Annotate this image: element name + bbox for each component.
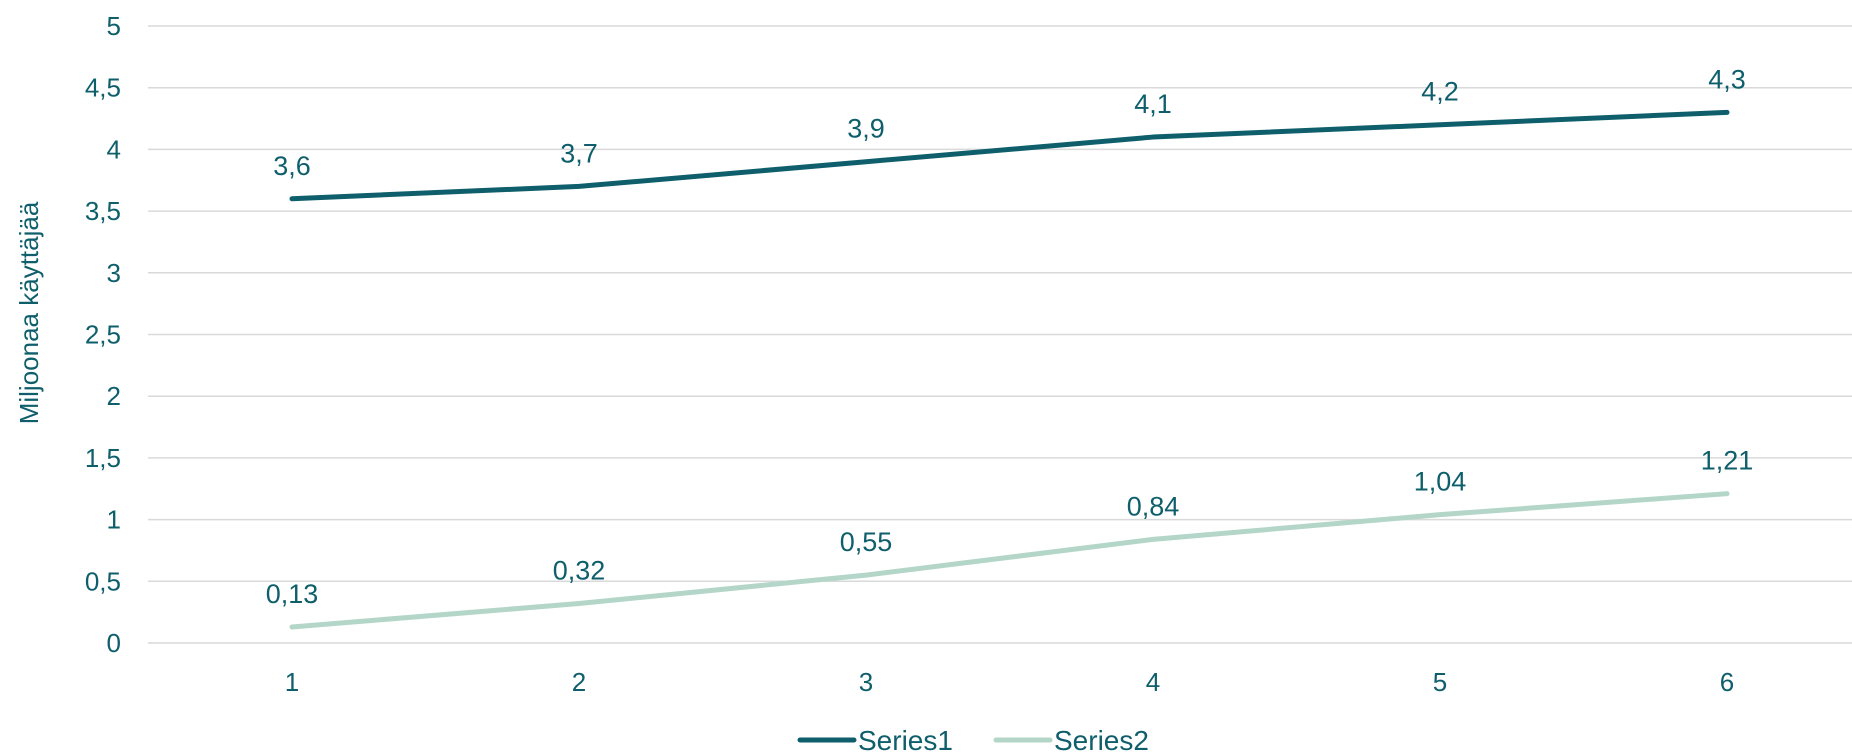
x-axis-tick-labels: 1 2 3 4 5 6 [285, 667, 1734, 697]
data-label: 0,84 [1127, 491, 1180, 521]
y-tick-label: 3 [107, 258, 121, 288]
y-tick-label: 3,5 [85, 196, 121, 226]
data-labels: 3,6 3,7 3,9 4,1 4,2 4,3 0,13 0,32 0,55 0,84 1,04 1,… [266, 64, 1754, 609]
data-label: 4,3 [1708, 64, 1746, 94]
series-lines [289, 109, 1730, 630]
legend-entry-2: Series2 [1054, 725, 1149, 754]
legend-entry-1: Series1 [858, 725, 953, 754]
y-tick-label: 2 [107, 381, 121, 411]
data-label: 3,6 [273, 151, 311, 181]
x-tick-label: 5 [1433, 667, 1447, 697]
data-label: 1,21 [1701, 446, 1754, 476]
y-tick-label: 1 [107, 505, 121, 535]
data-label: 1,04 [1414, 467, 1467, 497]
x-tick-label: 1 [285, 667, 299, 697]
y-tick-label: 4,5 [85, 73, 121, 103]
data-label: 3,9 [847, 114, 885, 144]
y-tick-label: 0 [107, 628, 121, 658]
x-tick-label: 4 [1146, 667, 1160, 697]
data-label: 4,1 [1134, 89, 1172, 119]
x-tick-label: 3 [859, 667, 873, 697]
y-tick-label: 1,5 [85, 443, 121, 473]
y-axis-tick-labels: 0 0,5 1 1,5 2 2,5 3 3,5 4 4,5 5 [85, 11, 121, 658]
data-label: 4,2 [1421, 77, 1459, 107]
legend: Series1 Series2 [797, 725, 1149, 754]
y-tick-label: 4 [107, 134, 121, 164]
data-label: 0,55 [840, 527, 893, 557]
x-tick-label: 2 [572, 667, 586, 697]
y-axis-title: Miljoonaa käyttäjää [14, 201, 44, 424]
data-label: 0,32 [553, 556, 606, 586]
y-tick-label: 0,5 [85, 566, 121, 596]
x-tick-label: 6 [1720, 667, 1734, 697]
y-tick-label: 5 [107, 11, 121, 41]
series-line-2 [289, 491, 1730, 630]
data-label: 0,13 [266, 579, 319, 609]
series-line-1 [289, 109, 1730, 202]
y-tick-label: 2,5 [85, 320, 121, 350]
data-label: 3,7 [560, 138, 598, 168]
